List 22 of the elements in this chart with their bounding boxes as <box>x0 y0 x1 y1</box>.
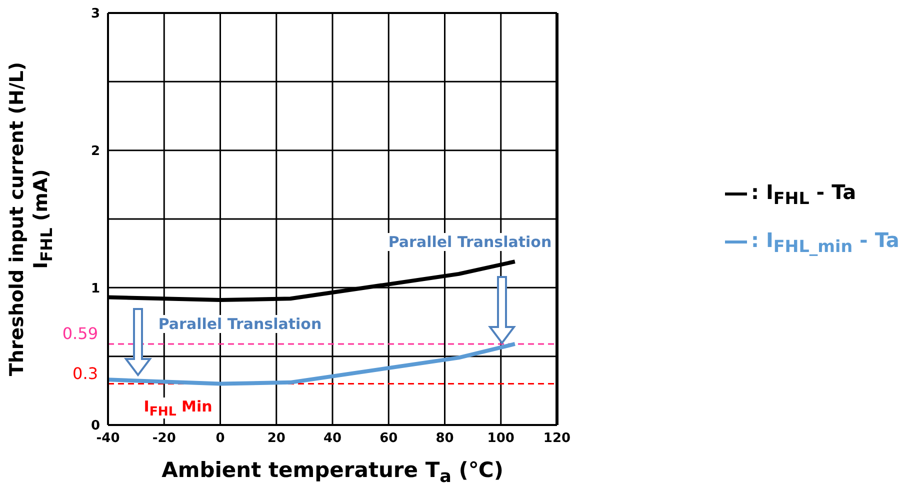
y-tick-label: 3 <box>90 6 100 22</box>
annotation: I$_{FHL}$ Min <box>144 398 212 418</box>
ref-line-label: 0.3 <box>72 364 98 383</box>
legend-label: : I$_{FHL_min}$ - Ta <box>751 228 900 256</box>
x-tick-label: 40 <box>323 431 342 446</box>
annotation: Parallel Translation <box>388 233 552 251</box>
x-tick-label: 20 <box>267 431 286 446</box>
x-tick-label: 60 <box>380 431 398 446</box>
legend-label: : I$_{FHL}$ - Ta <box>751 180 856 208</box>
ref-line-label: 0.59 <box>62 324 98 343</box>
y-tick-label: 2 <box>90 144 100 159</box>
line-series <box>108 342 517 386</box>
y-tick-label: 0 <box>90 418 100 434</box>
x-tick-label: 120 <box>543 431 571 446</box>
x-tick-label: -40 <box>96 431 120 446</box>
x-tick-label: 100 <box>487 431 514 446</box>
annotation: Parallel Translation <box>158 315 322 333</box>
x-tick-label: 0 <box>216 431 225 446</box>
x-axis-title: Ambient temperature T$_{a}$ (℃) <box>162 458 504 488</box>
x-tick-label: 80 <box>436 431 454 446</box>
x-tick-label: -20 <box>152 431 176 446</box>
y-tick-label: 1 <box>90 281 100 296</box>
